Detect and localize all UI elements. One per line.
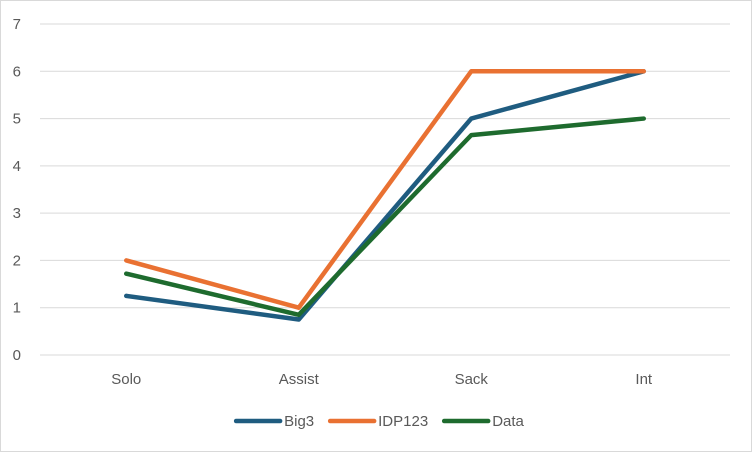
legend-label: Data — [492, 413, 524, 430]
series-lines — [124, 69, 646, 322]
legend: Big3 IDP123 Data — [233, 413, 525, 430]
y-axis-tick-labels: 0 1 2 3 4 5 6 7 — [13, 16, 21, 364]
x-tick-label: Assist — [279, 371, 320, 388]
y-tick-label: 3 — [13, 205, 21, 222]
y-tick-label: 2 — [13, 252, 21, 269]
legend-label: Big3 — [284, 413, 314, 430]
y-tick-label: 0 — [13, 347, 21, 364]
x-axis-tick-labels: Solo Assist Sack Int — [111, 371, 653, 388]
series-line-idp123 — [124, 69, 646, 310]
y-tick-label: 4 — [13, 158, 21, 175]
y-tick-label: 5 — [13, 111, 21, 128]
x-tick-label: Sack — [455, 371, 489, 388]
series-line-data — [124, 116, 646, 318]
legend-label: IDP123 — [378, 413, 428, 430]
series-line-big3 — [124, 69, 646, 322]
y-tick-label: 6 — [13, 63, 21, 80]
x-tick-label: Int — [635, 371, 653, 388]
y-tick-label: 1 — [13, 300, 21, 317]
y-tick-label: 7 — [13, 16, 21, 33]
x-tick-label: Solo — [111, 371, 141, 388]
